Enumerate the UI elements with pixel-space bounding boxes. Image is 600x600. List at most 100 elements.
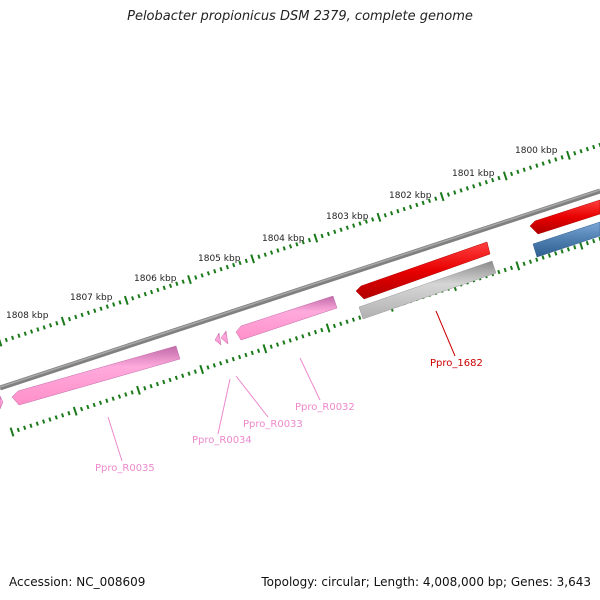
outer-scale-tick [478, 182, 482, 187]
outer-scale-tick [427, 198, 432, 203]
outer-scale-tick [162, 285, 166, 291]
inner-scale-tick [42, 419, 46, 424]
inner-scale-tick [288, 338, 292, 343]
outer-scale-tick [313, 233, 319, 243]
genome-backbone [0, 188, 600, 391]
gene-arrow-red-right[interactable] [529, 199, 600, 235]
outer-scale-tick [408, 204, 413, 210]
inner-scale-tick [541, 255, 545, 260]
gene-label-ppro-r0035[interactable]: Ppro_R0035 [95, 463, 155, 474]
inner-scale-tick [358, 315, 362, 320]
inner-scale-tick [168, 377, 172, 383]
inner-scale-tick [275, 342, 280, 347]
outer-scale-tick [270, 250, 274, 255]
outer-scale-tick [30, 329, 34, 334]
inner-scale-tick [585, 240, 589, 246]
inner-scale-tick [250, 350, 254, 356]
outer-scale-tick [421, 200, 425, 206]
inner-scale-tick [522, 261, 526, 267]
gene-arrow-pink-left-edge[interactable] [0, 395, 4, 410]
outer-scale-tick [459, 188, 463, 193]
inner-scale-ticks [9, 236, 600, 437]
outer-scale-tick [263, 252, 267, 257]
outer-scale-tick [175, 281, 179, 286]
genome-backbone-highlight [0, 189, 600, 388]
inner-scale-tick [307, 332, 311, 337]
inner-scale-tick [187, 371, 191, 376]
inner-scale-tick [162, 379, 166, 385]
inner-scale-tick [339, 321, 343, 327]
inner-scale-tick [23, 425, 27, 431]
outer-scale-tick [434, 196, 438, 201]
inner-scale-tick [206, 365, 210, 370]
outer-scale-tick [143, 291, 147, 297]
outer-scale-tick [276, 248, 280, 253]
gene-arrow-ppro-r0032[interactable] [235, 295, 338, 341]
gene-arrow-ppro-r0035[interactable] [11, 345, 181, 406]
outer-scale-tick [566, 150, 571, 160]
outer-scale-tick [352, 223, 356, 228]
outer-scale-tick [497, 175, 501, 181]
outer-scale-tick [516, 169, 520, 175]
inner-scale-tick [212, 363, 216, 368]
outer-scale-tick [200, 273, 204, 278]
inner-scale-tick [181, 373, 185, 378]
outer-scale-tick [86, 310, 90, 316]
inner-scale-tick [573, 245, 577, 250]
inner-scale-tick [48, 417, 52, 422]
gene-arrow-blue[interactable] [532, 221, 600, 258]
leader-ppro-r0033 [235, 375, 269, 418]
outer-scale-tick [573, 151, 577, 156]
outer-scale-tick [579, 148, 583, 154]
outer-scale-tick [554, 157, 558, 162]
gene-label-ppro-r0032[interactable]: Ppro_R0032 [295, 402, 355, 413]
inner-scale-tick [67, 411, 71, 416]
outer-scale-tick [383, 213, 387, 218]
outer-scale-tick [491, 177, 495, 183]
kbp-label-1800: 1800 kbp [515, 146, 558, 156]
outer-scale-tick [187, 274, 192, 285]
inner-scale-tick [117, 394, 122, 399]
inner-scale-tick [262, 344, 268, 354]
inner-scale-tick [554, 251, 558, 256]
inner-scale-tick [351, 317, 355, 322]
outer-scale-tick [4, 337, 8, 343]
inner-scale-tick [35, 421, 39, 426]
outer-scale-tick [472, 184, 476, 189]
inner-scale-tick [528, 259, 533, 264]
outer-scale-tick [339, 227, 343, 232]
inner-scale-tick [219, 361, 223, 366]
inner-scale-tick [155, 381, 159, 387]
inner-scale-tick [72, 406, 78, 416]
inner-scale-tick [231, 356, 235, 362]
outer-scale-tick [225, 264, 229, 270]
gene-arrow-ppro-r0034[interactable] [214, 332, 222, 346]
gene-label-ppro-r0034[interactable]: Ppro_R0034 [192, 435, 252, 446]
inner-scale-tick [225, 358, 229, 364]
outer-scale-tick [592, 144, 596, 150]
inner-scale-tick [92, 402, 96, 408]
inner-scale-tick [282, 340, 286, 345]
inner-scale-tick [497, 269, 501, 275]
leader-ppro-1682 [435, 310, 456, 357]
outer-scale-tick [42, 325, 46, 330]
kbp-label-1801: 1801 kbp [452, 169, 495, 179]
outer-scale-tick [390, 210, 394, 216]
outer-scale-tick [23, 331, 27, 336]
kbp-label-1804: 1804 kbp [262, 234, 305, 244]
gene-label-ppro-1682[interactable]: Ppro_1682 [430, 358, 483, 369]
outer-scale-tick [257, 254, 261, 259]
outer-scale-tick [0, 338, 3, 347]
outer-scale-tick [80, 312, 84, 318]
outer-scale-tick [453, 190, 457, 195]
inner-scale-tick [566, 247, 570, 252]
inner-scale-tick [244, 352, 248, 358]
gene-arrow-ppro-r0033[interactable] [220, 330, 229, 345]
outer-scale-tick [36, 327, 40, 332]
outer-scale-tick [502, 171, 508, 181]
outer-scale-tick [320, 233, 324, 239]
outer-scale-tick [206, 271, 210, 276]
inner-scale-tick [199, 364, 205, 375]
gene-arrow-ppro-1682[interactable] [355, 241, 491, 300]
gene-label-ppro-r0033[interactable]: Ppro_R0033 [243, 419, 303, 430]
